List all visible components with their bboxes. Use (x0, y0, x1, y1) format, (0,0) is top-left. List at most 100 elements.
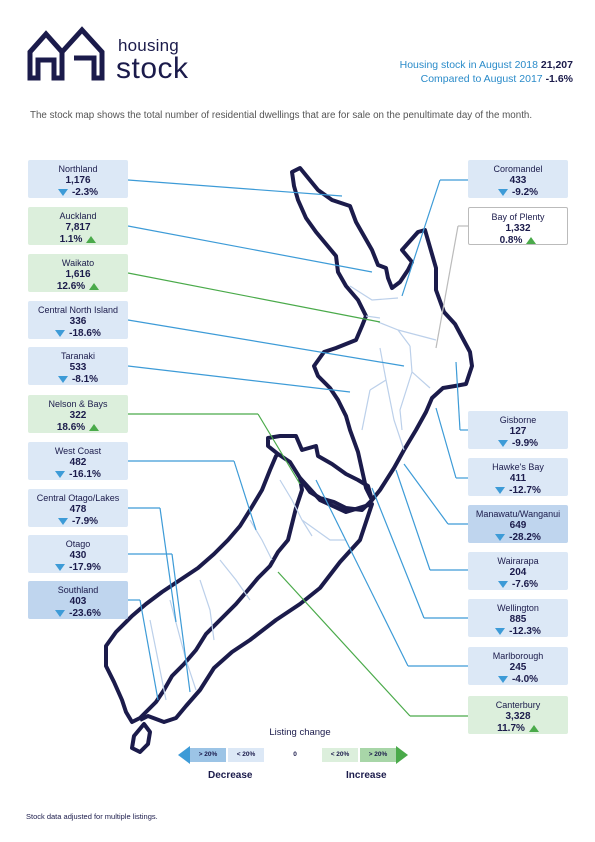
region-name: Otago (65, 539, 91, 549)
connector-hawkes-bay-2 (435, 407, 457, 479)
region-count: 127 (509, 426, 527, 437)
decrease-arrow-icon (55, 563, 66, 571)
decrease-arrow-icon (495, 533, 506, 541)
logo-word-stock: stock (116, 52, 189, 85)
legend-bar (178, 746, 408, 764)
region-box-canterbury: Canterbury 3,328 11.7% (468, 696, 568, 734)
footnote: Stock data adjusted for multiple listing… (26, 812, 158, 821)
region-change: 1.1% (59, 234, 83, 245)
region-name: Nelson & Bays (48, 399, 108, 409)
region-box-central-otago-lakes: Central Otago/Lakes 478 -7.9% (28, 489, 128, 527)
region-count: 430 (69, 550, 87, 561)
region-count: 245 (509, 662, 527, 673)
connector-central-north-island (127, 319, 405, 367)
connector-canterbury-2 (277, 571, 411, 717)
stock-label: Housing stock in August 2018 (399, 59, 538, 71)
region-name: Central Otago/Lakes (36, 493, 120, 503)
connector-west-coast-2 (233, 460, 257, 531)
region-count: 411 (509, 473, 527, 484)
legend-decrease-label: Decrease (208, 770, 253, 781)
region-change: -12.7% (509, 485, 541, 496)
region-count: 1,332 (505, 223, 531, 234)
connector-otago-2 (171, 553, 191, 693)
legend-increase-label: Increase (346, 770, 387, 781)
region-change: -18.6% (69, 328, 101, 339)
connector-manawatu-2 (403, 463, 449, 525)
region-change: 11.7% (497, 723, 525, 734)
region-count: 322 (69, 410, 87, 421)
connector-taranaki (127, 365, 351, 393)
region-name: Central North Island (37, 305, 119, 315)
legend-dec-big: > 20% (198, 751, 218, 758)
increase-arrow-icon (528, 724, 539, 732)
region-change: -16.1% (69, 469, 101, 480)
decrease-arrow-icon (497, 580, 508, 588)
region-box-auckland: Auckland 7,817 1.1% (28, 207, 128, 245)
connector-northland (127, 179, 343, 197)
region-name: Northland (58, 164, 98, 174)
region-count: 7,817 (65, 222, 91, 233)
region-count: 433 (509, 175, 527, 186)
legend-inc-small: < 20% (330, 751, 350, 758)
summary-stats: Housing stock in August 2018 21,207 Comp… (400, 58, 573, 86)
connector-coromandel-2 (401, 179, 441, 297)
connector-waikato (127, 272, 381, 323)
decrease-arrow-icon (495, 627, 506, 635)
region-name: Taranaki (60, 351, 96, 361)
decrease-arrow-icon (495, 486, 506, 494)
region-name: Auckland (59, 211, 97, 221)
logo-word-housing: housing (118, 36, 179, 55)
housing-stock-logo-icon (27, 26, 105, 81)
stock-value: 21,207 (540, 59, 573, 71)
legend-right-arrow-icon (396, 746, 408, 764)
region-change: -7.9% (71, 516, 99, 527)
region-name: Coromandel (493, 164, 543, 174)
connector-central-otago-2 (159, 507, 177, 623)
region-name: Wairarapa (497, 556, 539, 566)
region-name: Wellington (497, 603, 539, 613)
region-box-nelson-bays: Nelson & Bays 322 18.6% (28, 395, 128, 433)
region-box-wairarapa: Wairarapa 204 -7.6% (468, 552, 568, 590)
region-box-central-north-island: Central North Island 336 -18.6% (28, 301, 128, 339)
region-count: 478 (69, 504, 87, 515)
region-count: 482 (69, 457, 87, 468)
intro-text: The stock map shows the total number of … (30, 110, 533, 121)
legend-left-arrow-icon (178, 746, 190, 764)
region-change: 0.8% (499, 235, 523, 246)
region-change: 18.6% (56, 422, 86, 433)
region-box-wellington: Wellington 885 -12.3% (468, 599, 568, 637)
region-box-southland: Southland 403 -23.6% (28, 581, 128, 619)
decrease-arrow-icon (55, 609, 66, 617)
region-change: -2.3% (71, 187, 99, 198)
stewart-island-outline (130, 722, 152, 754)
decrease-arrow-icon (497, 439, 508, 447)
region-count: 649 (509, 520, 527, 531)
region-change: -9.9% (511, 438, 539, 449)
region-name: Southland (57, 585, 99, 595)
legend-title: Listing change (269, 727, 331, 738)
connector-southland-2 (139, 599, 159, 701)
region-name: Manawatu/Wanganui (475, 509, 561, 519)
region-change: -12.3% (509, 626, 541, 637)
region-count: 1,616 (65, 269, 91, 280)
legend-dec-small: < 20% (236, 751, 256, 758)
region-box-west-coast: West Coast 482 -16.1% (28, 442, 128, 480)
connector-wellington-2 (371, 487, 425, 619)
region-box-marlborough: Marlborough 245 -4.0% (468, 647, 568, 685)
region-box-coromandel: Coromandel 433 -9.2% (468, 160, 568, 198)
legend-zero: 0 (293, 751, 297, 758)
region-name: Waikato (61, 258, 95, 268)
region-change: -23.6% (69, 608, 101, 619)
region-count: 885 (509, 614, 527, 625)
region-name: Bay of Plenty (491, 212, 545, 222)
increase-arrow-icon (89, 282, 100, 290)
region-box-manawatu-wanganui: Manawatu/Wanganui 649 -28.2% (468, 505, 568, 543)
region-box-taranaki: Taranaki 533 -8.1% (28, 347, 128, 385)
region-name: West Coast (54, 446, 102, 456)
region-box-hawkes-bay: Hawke's Bay 411 -12.7% (468, 458, 568, 496)
region-box-northland: Northland 1,176 -2.3% (28, 160, 128, 198)
region-name: Hawke's Bay (492, 462, 544, 472)
decrease-arrow-icon (55, 329, 66, 337)
decrease-arrow-icon (57, 517, 68, 525)
